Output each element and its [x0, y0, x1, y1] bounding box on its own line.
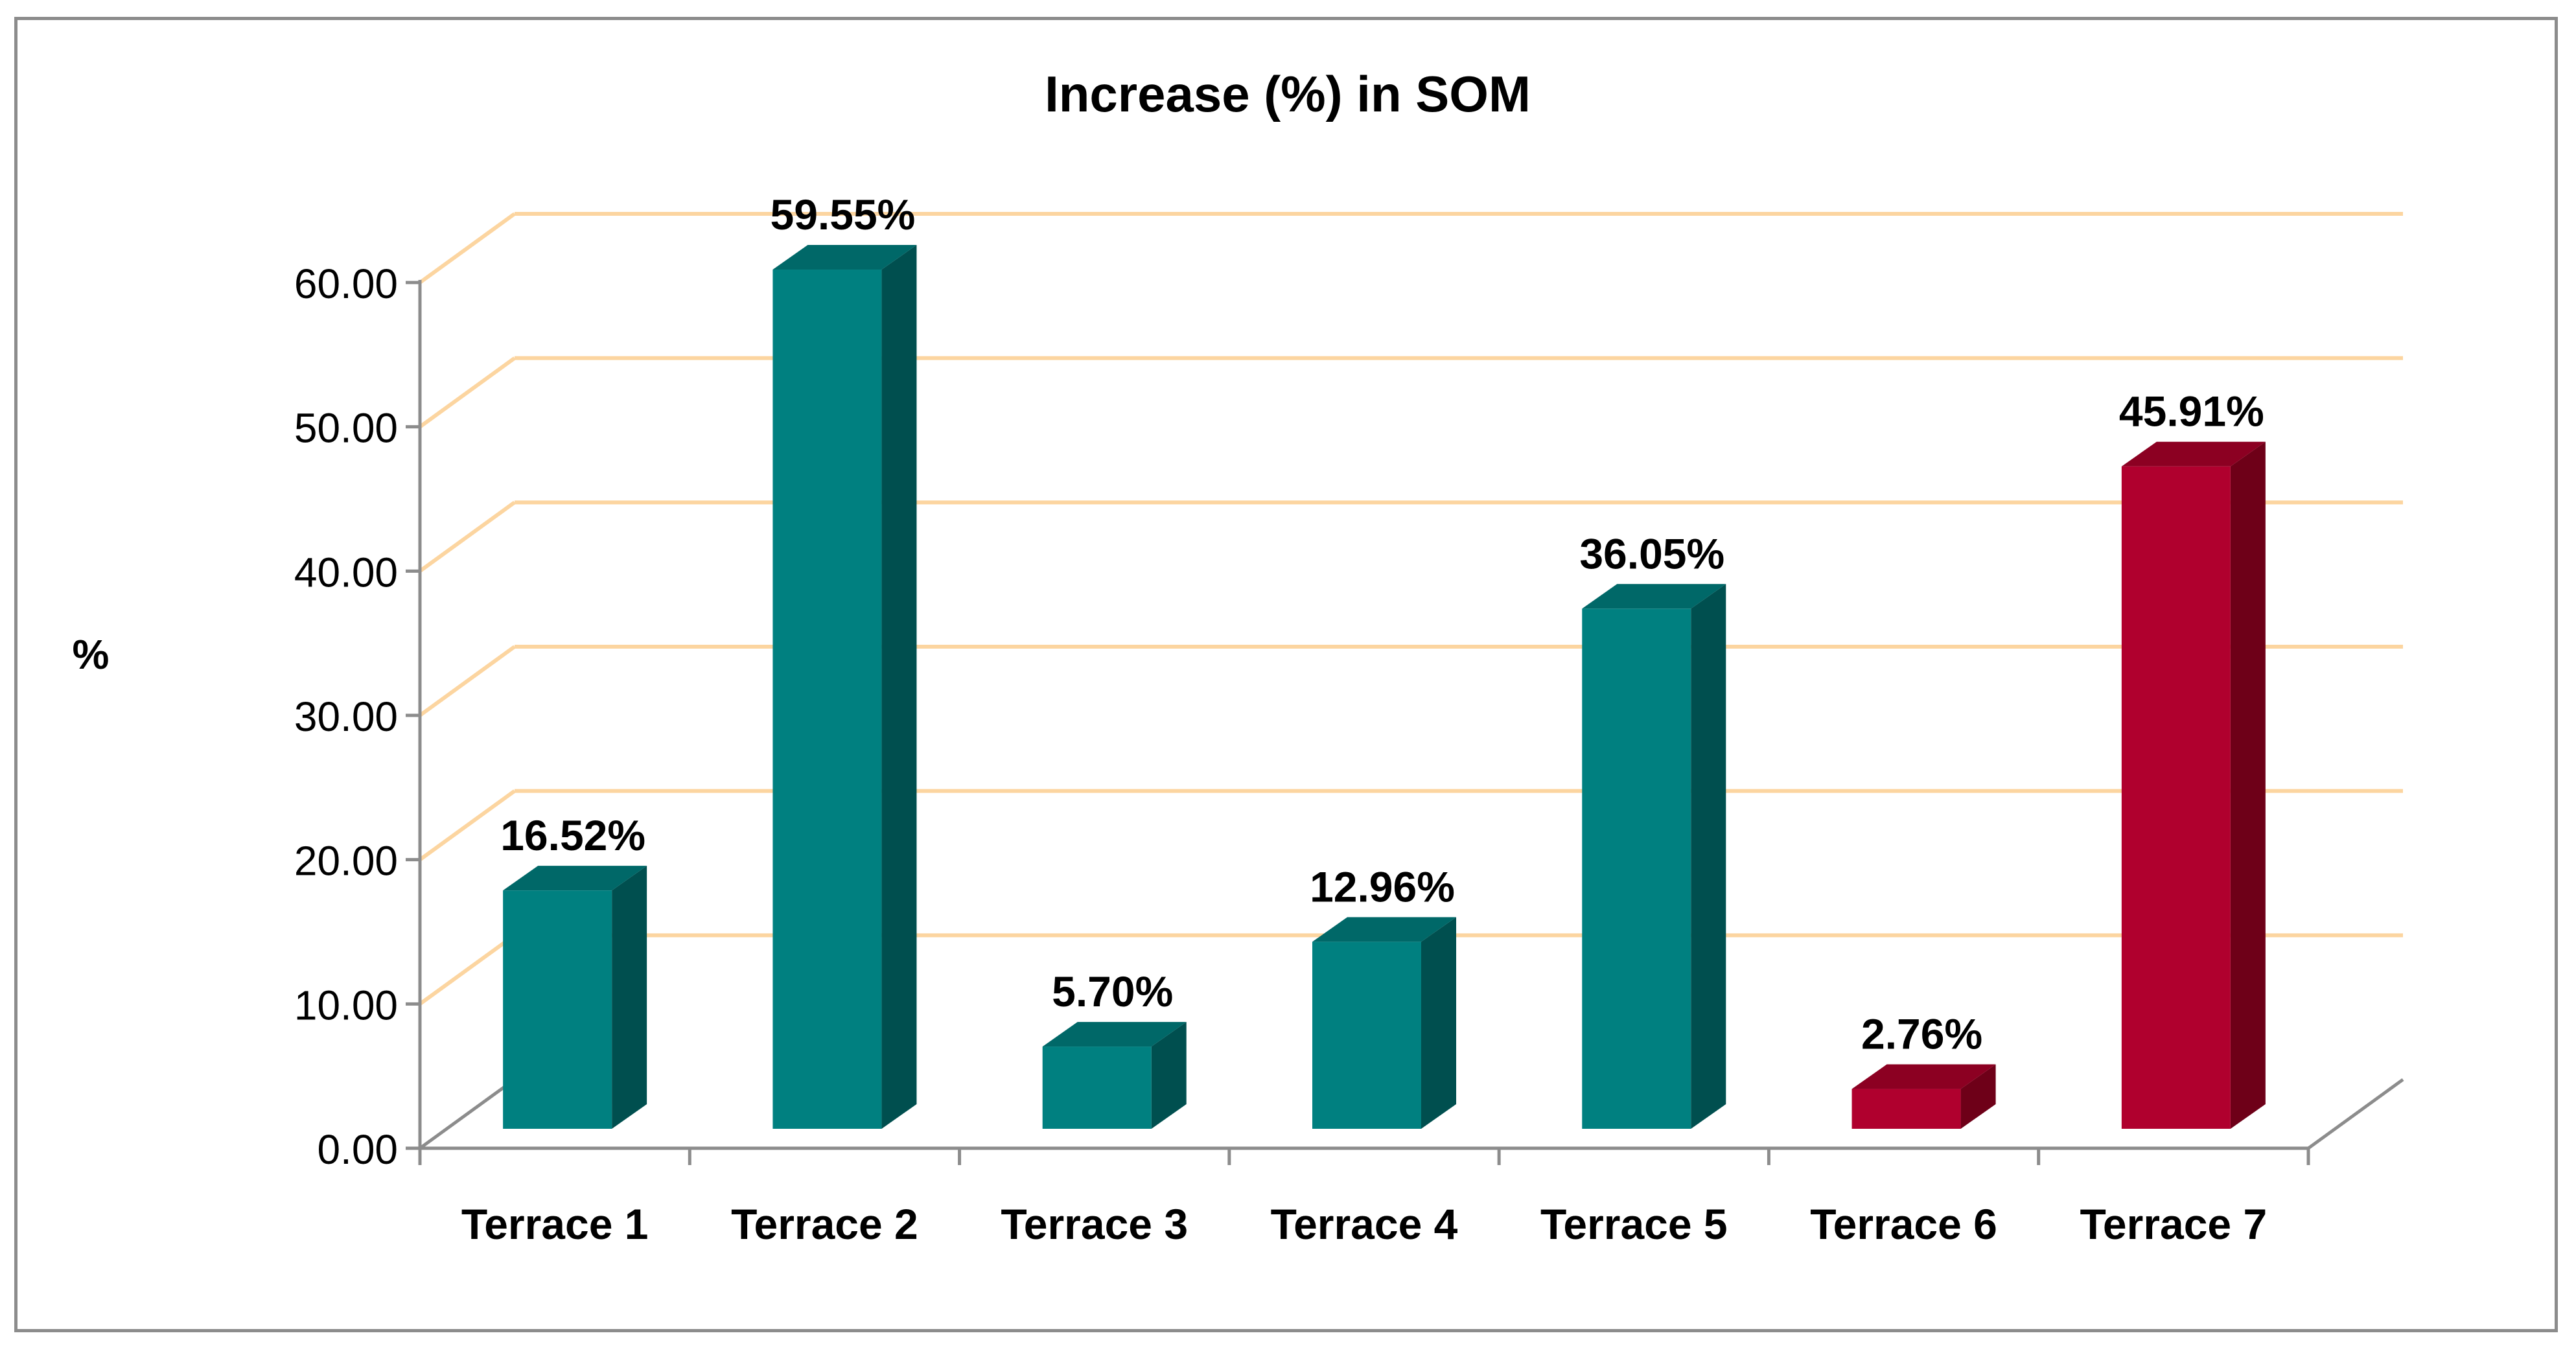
bar-front	[2121, 466, 2231, 1129]
bar-top	[1042, 1022, 1187, 1047]
bar	[1312, 917, 1456, 1129]
y-tick-label: 50.00	[294, 405, 398, 452]
x-tick-label: Terrace 2	[731, 1200, 918, 1248]
bar	[1582, 584, 1726, 1129]
bar-top	[1582, 584, 1726, 609]
data-label: 16.52%	[500, 811, 645, 859]
bar	[772, 245, 917, 1129]
bar-front	[1312, 942, 1421, 1129]
data-label: 59.55%	[770, 191, 915, 238]
gridline-diagonal	[419, 645, 516, 717]
data-labels: 16.52% 59.55% 5.70% 12.96% 36.05% 2.76% 45.91%	[500, 191, 2264, 1058]
gridline-diagonal	[419, 933, 516, 1006]
x-tick-label: Terrace 7	[2080, 1200, 2268, 1248]
data-label: 2.76%	[1861, 1010, 1982, 1058]
bar-side	[1691, 584, 1726, 1129]
y-tick-label: 40.00	[294, 549, 398, 596]
gridline-diagonal	[419, 356, 516, 429]
y-tick-label: 30.00	[294, 693, 398, 740]
x-tick-labels: Terrace 1 Terrace 2 Terrace 3 Terrace 4 Terr…	[461, 1200, 2267, 1248]
y-tick-label: 0.00	[317, 1126, 398, 1173]
gridline-diagonal	[419, 500, 516, 573]
x-tick-label: Terrace 5	[1540, 1200, 1728, 1248]
bar-front	[1851, 1089, 1961, 1129]
x-tick-label: Terrace 3	[1001, 1200, 1188, 1248]
bar-side	[881, 245, 917, 1129]
floor-edge-left	[419, 1078, 516, 1150]
gridline-diagonal	[419, 789, 516, 862]
bar-side	[612, 866, 647, 1129]
floor-edge-right	[2307, 1078, 2404, 1150]
x-tick-label: Terrace 4	[1271, 1200, 1458, 1248]
bar	[503, 866, 647, 1129]
y-tick-labels: 0.00 10.00 20.00 30.00 40.00 50.00 60.00	[294, 260, 398, 1173]
bar-side	[1960, 1064, 1996, 1129]
bars	[503, 245, 2266, 1129]
bar	[1851, 1064, 1996, 1129]
bar	[2121, 441, 2266, 1129]
data-label: 5.70%	[1052, 967, 1173, 1015]
chart-title: Increase (%) in SOM	[1045, 65, 1531, 122]
bar-top	[1312, 917, 1456, 942]
x-tick-label: Terrace 1	[461, 1200, 649, 1248]
y-tick-label: 10.00	[294, 982, 398, 1028]
bar-front	[503, 890, 612, 1129]
bar-side	[1421, 917, 1456, 1129]
data-label: 12.96%	[1310, 862, 1455, 910]
bar-front	[1582, 608, 1691, 1129]
bar-top	[1851, 1064, 1996, 1089]
y-tick-label: 20.00	[294, 838, 398, 885]
y-tick-label: 60.00	[294, 260, 398, 307]
bar-front	[1042, 1047, 1152, 1129]
gridline-diagonal	[419, 212, 516, 284]
axes	[406, 280, 2404, 1165]
bar-front	[772, 270, 882, 1129]
bar-top	[503, 866, 647, 891]
bar	[1042, 1022, 1187, 1129]
bar-side	[1151, 1022, 1187, 1129]
bar-side	[2230, 441, 2266, 1129]
bar-top	[2121, 441, 2266, 467]
y-axis-label: %	[73, 631, 110, 678]
data-label: 45.91%	[2119, 387, 2264, 435]
bar-top	[772, 245, 917, 270]
data-label: 36.05%	[1579, 529, 1724, 577]
x-tick-label: Terrace 6	[1810, 1200, 1997, 1248]
